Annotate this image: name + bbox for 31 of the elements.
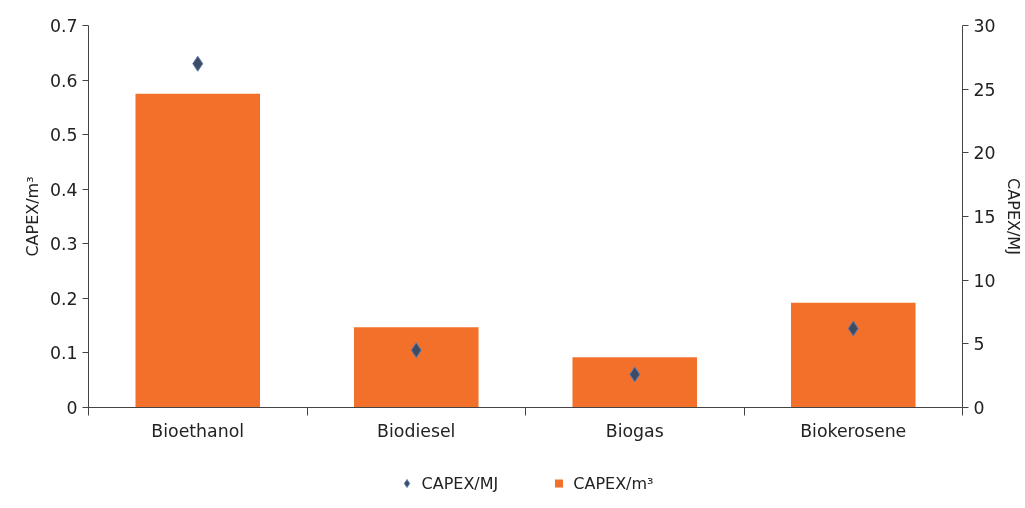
point xyxy=(629,366,641,383)
y-tick-label: 0 xyxy=(66,398,78,418)
y-tick-label: 0.6 xyxy=(49,70,78,91)
bar xyxy=(790,302,916,408)
legend-label: CAPEX/MJ xyxy=(421,473,499,493)
bar xyxy=(572,357,698,408)
y-tick-label: 0.7 xyxy=(49,16,78,36)
y-tick-label: 0.4 xyxy=(49,179,78,200)
bar xyxy=(353,327,479,408)
x-tick-label: Biokerosene xyxy=(800,420,907,441)
point xyxy=(192,55,204,72)
y2-tick-label: 0 xyxy=(973,398,985,418)
y2-tick-label: 10 xyxy=(973,270,996,291)
point xyxy=(847,320,859,337)
x-tick-label: Biogas xyxy=(605,420,664,441)
y-tick-label: 0.5 xyxy=(49,125,78,146)
y-tick-label: 0.1 xyxy=(49,343,78,364)
y2-tick-label: 20 xyxy=(973,143,996,164)
point xyxy=(410,342,422,359)
y2-axis-title: CAPEX/MJ xyxy=(1003,178,1023,255)
y2-tick-label: 25 xyxy=(973,79,996,100)
y-tick-label: 0.3 xyxy=(49,234,78,255)
bar xyxy=(135,93,261,408)
x-tick-label: Bioethanol xyxy=(151,420,245,441)
y2-tick-label: 15 xyxy=(973,207,996,227)
y-tick-label: 0.2 xyxy=(49,288,78,309)
y-axis-title: CAPEX/m³ xyxy=(22,176,42,257)
y2-tick-label: 30 xyxy=(973,16,996,36)
y2-tick-label: 5 xyxy=(973,334,985,355)
legend-label: CAPEX/m³ xyxy=(573,473,654,493)
x-tick-label: Biodiesel xyxy=(377,420,456,441)
